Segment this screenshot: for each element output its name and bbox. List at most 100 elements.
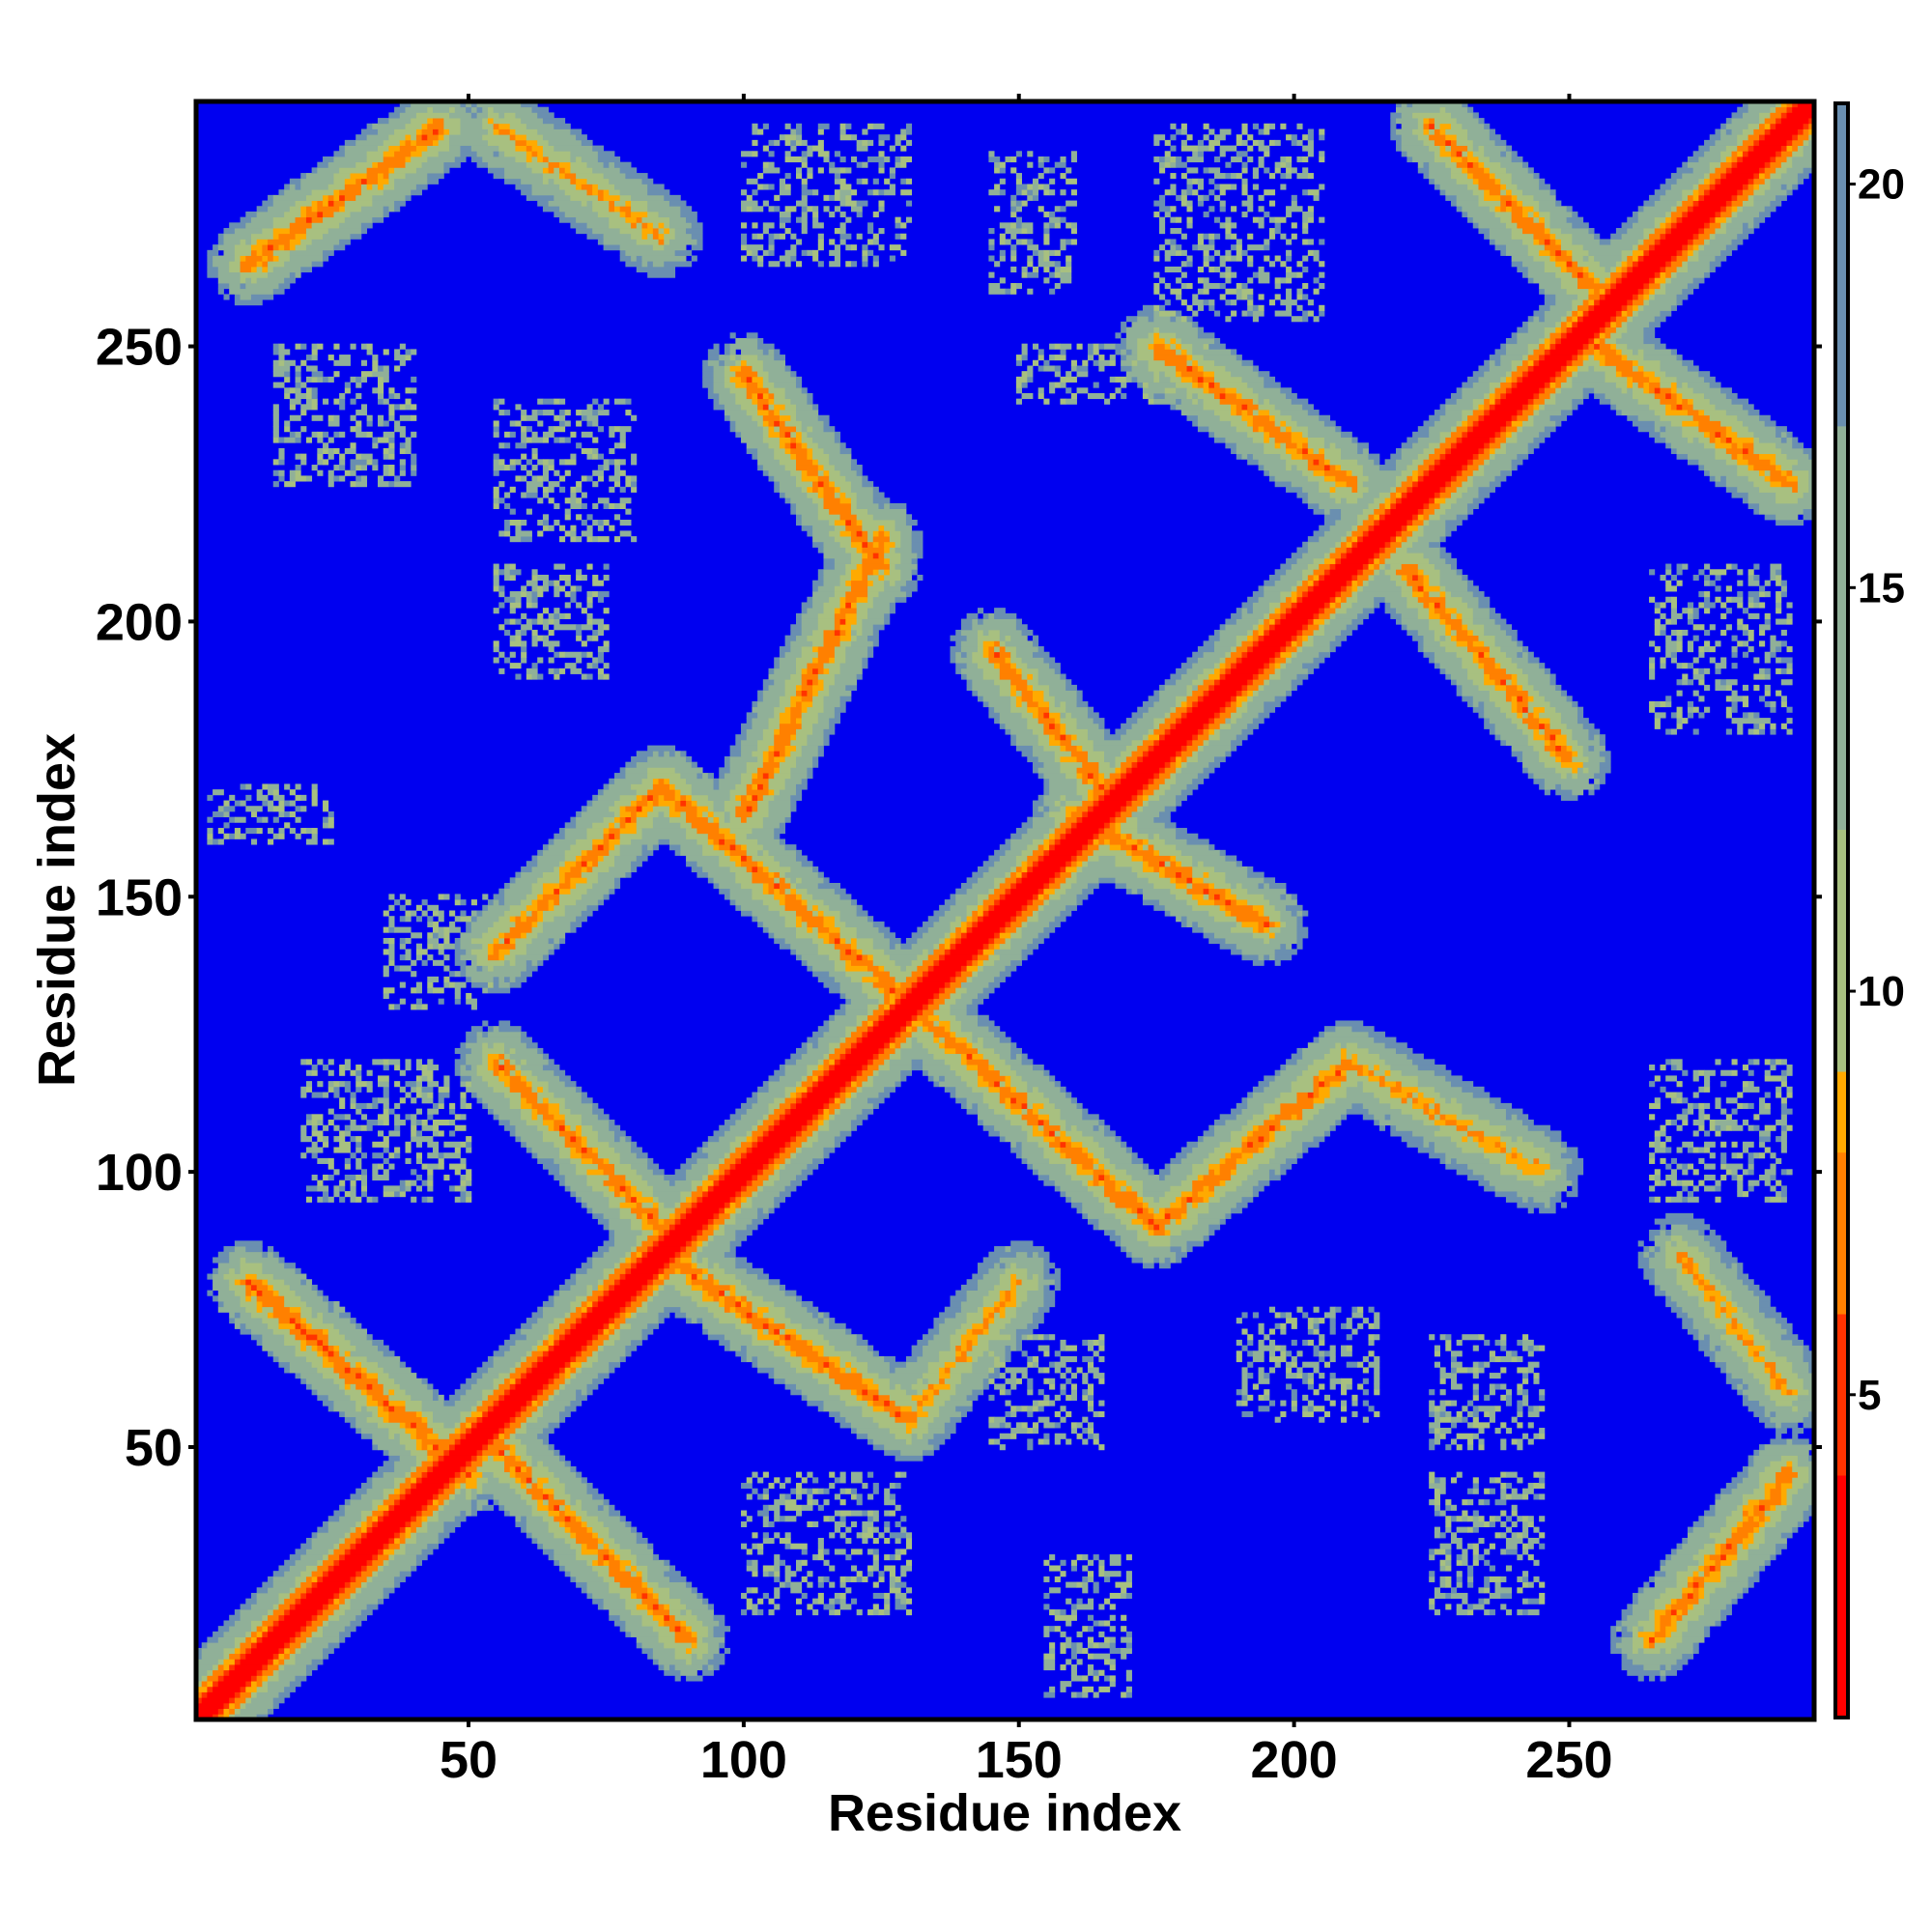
heatmap-cell: [1632, 1598, 1639, 1605]
heatmap-cell: [1770, 1163, 1776, 1170]
heatmap-cell: [1467, 1516, 1474, 1522]
heatmap-cell: [895, 1592, 907, 1600]
heatmap-cell: [1489, 1389, 1495, 1396]
heatmap-cell: [850, 1493, 858, 1500]
heatmap-cell: [1021, 1147, 1044, 1153]
heatmap-cell: [796, 1510, 803, 1517]
heatmap-cell: [1005, 1389, 1011, 1396]
heatmap-cell: [1329, 1318, 1336, 1324]
heatmap-cell: [537, 1355, 544, 1363]
heatmap-cell: [1731, 1301, 1738, 1308]
heatmap-cell: [1197, 1202, 1209, 1208]
heatmap-cell: [944, 1378, 962, 1384]
heatmap-cell: [515, 1465, 522, 1473]
heatmap-cell: [1357, 1361, 1364, 1368]
heatmap-cell: [817, 1548, 824, 1555]
heatmap-cell: [1434, 1433, 1440, 1439]
heatmap-cell: [1351, 1410, 1358, 1418]
heatmap-cell: [1264, 1373, 1270, 1379]
heatmap-cell: [1125, 1208, 1132, 1214]
heatmap-cell: [1797, 1471, 1809, 1478]
heatmap-cell: [1484, 1147, 1501, 1153]
heatmap-cell: [603, 1339, 615, 1346]
heatmap-cell: [1456, 1120, 1474, 1126]
heatmap-cell: [317, 1565, 329, 1572]
heatmap-cell: [1786, 1499, 1793, 1506]
heatmap-cell: [702, 1185, 709, 1192]
heatmap-cell: [1747, 1179, 1760, 1186]
heatmap-cell: [680, 1598, 703, 1605]
heatmap-cell: [1341, 1383, 1348, 1390]
heatmap-cell: [757, 1510, 769, 1517]
heatmap-cell: [1654, 1598, 1672, 1605]
heatmap-cell: [839, 1499, 846, 1506]
heatmap-cell: [741, 1157, 769, 1164]
heatmap-cell: [1302, 1361, 1320, 1368]
heatmap-cell: [1517, 1554, 1523, 1561]
heatmap-cell: [801, 1394, 808, 1401]
heatmap-cell: [1335, 1120, 1342, 1126]
heatmap-cell: [1676, 1179, 1683, 1186]
heatmap-cell: [1549, 1152, 1562, 1159]
heatmap-cell: [1076, 1631, 1083, 1637]
heatmap-cell: [1737, 1301, 1760, 1308]
heatmap-cell: [1131, 1218, 1144, 1225]
heatmap-cell: [1737, 1174, 1744, 1181]
heatmap-cell: [911, 1428, 929, 1435]
heatmap-cell: [1665, 1136, 1672, 1143]
heatmap-cell: [305, 1669, 313, 1676]
heatmap-cell: [1539, 1157, 1550, 1164]
heatmap-cell: [1313, 1389, 1320, 1396]
heatmap-cell: [1264, 1136, 1270, 1143]
heatmap-cell: [1505, 1400, 1513, 1406]
heatmap-cell: [355, 1373, 362, 1379]
heatmap-cell: [1093, 1350, 1099, 1357]
heatmap-cell: [719, 1208, 725, 1214]
heatmap-cell: [1687, 1537, 1716, 1545]
heatmap-cell: [829, 1367, 840, 1374]
heatmap-cell: [531, 1465, 550, 1473]
heatmap-cell: [470, 1422, 477, 1429]
heatmap-cell: [1241, 1367, 1248, 1374]
heatmap-cell: [597, 1279, 604, 1286]
heatmap-cell: [415, 1422, 428, 1429]
heatmap-cell: [1808, 1410, 1814, 1418]
heatmap-cell: [664, 1604, 670, 1610]
heatmap-cell: [1043, 1394, 1050, 1401]
heatmap-cell: [1505, 1157, 1529, 1164]
heatmap-cell: [1208, 1196, 1221, 1203]
heatmap-cell: [1660, 1130, 1666, 1137]
heatmap-cell: [1021, 1334, 1028, 1341]
heatmap-cell: [658, 1284, 665, 1292]
heatmap-cell: [289, 1328, 301, 1335]
heatmap-cell: [1505, 1141, 1534, 1148]
heatmap-cell: [217, 1659, 224, 1665]
heatmap-cell: [1159, 1196, 1177, 1203]
heatmap-cell: [1082, 1212, 1089, 1219]
heatmap-cell: [1252, 1130, 1270, 1137]
heatmap-cell: [576, 1136, 582, 1143]
heatmap-cell: [603, 1604, 626, 1610]
heatmap-cell: [295, 1636, 307, 1643]
heatmap-cell: [443, 1520, 461, 1527]
heatmap-cell: [801, 1548, 808, 1555]
heatmap-cell: [779, 1483, 786, 1490]
heatmap-cell: [944, 1400, 973, 1406]
heatmap-cell: [668, 1257, 676, 1264]
heatmap-cell: [1484, 1587, 1491, 1594]
heatmap-cell: [1015, 1301, 1022, 1308]
heatmap-cell: [1517, 1444, 1523, 1451]
heatmap-cell: [1511, 1488, 1518, 1494]
heatmap-cell: [696, 1251, 725, 1258]
heatmap-cell: [438, 1444, 450, 1451]
heatmap-cell: [823, 1499, 830, 1506]
heatmap-cell: [272, 1290, 279, 1296]
heatmap-cell: [1015, 1328, 1034, 1335]
heatmap-cell: [757, 1136, 764, 1143]
heatmap-cell: [735, 1273, 758, 1280]
heatmap-cell: [487, 1455, 495, 1462]
heatmap-cell: [707, 1163, 720, 1170]
heatmap-cell: [652, 1604, 659, 1610]
heatmap-cell: [1164, 1174, 1187, 1181]
heatmap-cell: [1065, 1163, 1077, 1170]
